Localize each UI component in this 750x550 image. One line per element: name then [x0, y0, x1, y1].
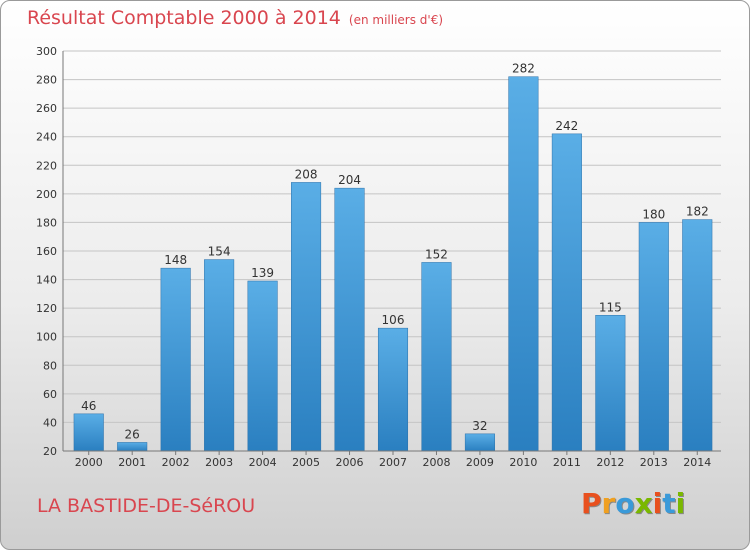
- logo-letter: x: [634, 487, 653, 520]
- x-tick-label-2005: 2005: [292, 456, 320, 469]
- bar-2000: [73, 413, 104, 452]
- logo-letter: t: [662, 487, 676, 520]
- value-label-2006: 204: [338, 173, 361, 187]
- value-label-2013: 180: [642, 207, 665, 221]
- y-tick-label: 220: [36, 159, 57, 172]
- place-name: LA BASTIDE-DE-SéROU: [37, 495, 256, 517]
- y-tick-label: 180: [36, 216, 57, 229]
- bar-2007: [377, 327, 409, 452]
- bar-2003: [204, 259, 235, 452]
- bar-2006: [334, 187, 365, 452]
- value-label-2000: 46: [81, 399, 96, 413]
- y-tick-label: 20: [43, 445, 57, 458]
- bar-2005: [291, 182, 322, 452]
- value-label-2008: 152: [425, 247, 448, 261]
- x-tick-label-2012: 2012: [596, 456, 624, 469]
- chart-subtitle: (en milliers d'€): [348, 13, 444, 27]
- x-tick-label-2004: 2004: [249, 456, 277, 469]
- x-tick-label-2006: 2006: [336, 456, 364, 469]
- bar-2011: [551, 133, 582, 452]
- value-label-2003: 154: [208, 245, 231, 259]
- logo-letter: i: [652, 487, 663, 520]
- x-tick-label-2001: 2001: [118, 456, 146, 469]
- chart-title: Résultat Comptable 2000 à 2014 (en millie…: [27, 7, 443, 29]
- logo-letter: i: [675, 487, 686, 520]
- value-label-2010: 282: [512, 62, 535, 76]
- x-tick-label-2010: 2010: [509, 456, 537, 469]
- y-tick-label: 80: [43, 359, 57, 372]
- logo-letter: r: [601, 487, 616, 520]
- x-tick-label-2000: 2000: [75, 456, 103, 469]
- x-tick-label-2011: 2011: [553, 456, 581, 469]
- x-tick-label-2009: 2009: [466, 456, 494, 469]
- bar-2002: [160, 267, 191, 452]
- value-label-2002: 148: [164, 253, 187, 267]
- bar-2010: [508, 76, 539, 452]
- axes: 20 40 60 80 100 120 140 160 180 200 220 240 260 280 30…: [36, 45, 721, 469]
- y-tick-label: 140: [36, 274, 57, 287]
- bar-2004: [247, 280, 278, 452]
- bar-2008: [421, 262, 452, 452]
- x-tick-label-2003: 2003: [205, 456, 233, 469]
- x-tick-label-2007: 2007: [379, 456, 407, 469]
- value-label-2011: 242: [555, 119, 578, 133]
- y-tick-label: 200: [36, 188, 57, 201]
- value-label-2009: 32: [472, 419, 487, 433]
- bar-2012: [595, 315, 626, 452]
- y-tick-label: 100: [36, 331, 57, 344]
- bar-2001: [117, 442, 148, 452]
- y-tick-label: 40: [43, 416, 57, 429]
- bar-2013: [638, 222, 669, 452]
- y-tick-label: 260: [36, 102, 57, 115]
- x-tick-label-2013: 2013: [640, 456, 668, 469]
- value-label-2012: 115: [599, 300, 622, 314]
- y-tick-label: 120: [36, 302, 57, 315]
- y-tick-label: 280: [36, 74, 57, 87]
- x-tick-label-2014: 2014: [683, 456, 711, 469]
- proxiti-logo: Proxiti: [581, 487, 685, 520]
- value-labels: 46 26 148 154 139 208 204 106 152 32 282 242 115 180 1…: [81, 62, 709, 442]
- y-tick-label: 240: [36, 131, 57, 144]
- logo-letter: o: [615, 487, 635, 520]
- value-label-2004: 139: [251, 266, 274, 280]
- chart-title-text: Résultat Comptable 2000 à 2014: [27, 7, 341, 29]
- logo-letter: P: [581, 487, 602, 520]
- value-label-2014: 182: [686, 205, 709, 219]
- value-label-2005: 208: [295, 167, 318, 181]
- bar-2009: [464, 433, 495, 452]
- x-tick-label-2002: 2002: [162, 456, 190, 469]
- bar-2014: [682, 219, 713, 452]
- value-label-2007: 106: [382, 313, 405, 327]
- y-tick-label: 300: [36, 45, 57, 58]
- value-label-2001: 26: [125, 427, 140, 441]
- y-tick-label: 60: [43, 388, 57, 401]
- x-tick-label-2008: 2008: [422, 456, 450, 469]
- bars: [73, 76, 713, 452]
- y-tick-label: 160: [36, 245, 57, 258]
